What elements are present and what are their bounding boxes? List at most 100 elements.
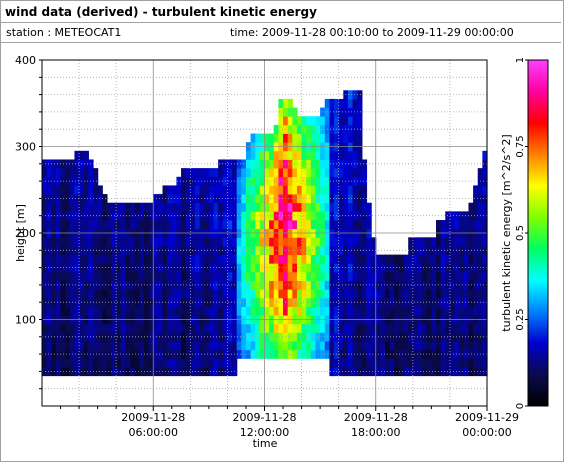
heatmap-cell (218, 185, 224, 195)
heatmap-cell (60, 185, 66, 195)
heatmap-cell (55, 211, 62, 221)
heatmap-cell (162, 237, 168, 247)
heatmap-cell (436, 237, 442, 247)
heatmap-cell (222, 237, 229, 247)
heatmap-cell (389, 358, 395, 368)
heatmap-cell (92, 254, 99, 264)
heatmap-cell (482, 159, 488, 169)
heatmap-cell (320, 202, 326, 212)
y-tick-label: 100 (15, 314, 36, 327)
heatmap-cell (194, 323, 201, 333)
heatmap-cell (148, 263, 154, 273)
heatmap-cell (352, 220, 358, 230)
heatmap-cell (352, 341, 358, 351)
heatmap-cell (204, 237, 210, 247)
heatmap-cell (167, 367, 173, 377)
heatmap-cell (125, 323, 131, 333)
heatmap-cell (278, 159, 284, 169)
heatmap-cell (329, 271, 335, 281)
heatmap-cell (153, 220, 159, 230)
heatmap-cell (51, 254, 57, 264)
heatmap-cell (273, 133, 280, 143)
heatmap-cell (143, 220, 150, 230)
heatmap-cell (338, 306, 344, 316)
heatmap-cell (167, 280, 173, 290)
heatmap-cell (473, 323, 479, 333)
heatmap-cell (287, 297, 293, 307)
heatmap-cell (301, 297, 307, 307)
heatmap-cell (468, 237, 474, 247)
heatmap-cell (357, 168, 363, 178)
heatmap-cell (278, 341, 284, 351)
heatmap-cell (69, 341, 76, 351)
heatmap-cell (440, 254, 446, 264)
heatmap-cell (259, 289, 266, 299)
heatmap-cell (329, 367, 335, 377)
heatmap-cell (459, 289, 465, 299)
heatmap-cell (250, 245, 256, 256)
heatmap-cell (320, 211, 326, 221)
heatmap-cell (116, 271, 122, 281)
heatmap-cell (88, 202, 94, 212)
heatmap-cell (320, 289, 326, 299)
heatmap-cell (153, 341, 159, 351)
heatmap-cell (83, 159, 89, 169)
heatmap-cell (51, 263, 57, 273)
heatmap-cell (422, 289, 428, 299)
heatmap-cell (320, 107, 326, 117)
heatmap-cell (111, 341, 117, 351)
heatmap-cell (385, 323, 391, 333)
heatmap-cell (338, 124, 344, 134)
heatmap-cell (65, 280, 71, 290)
heatmap-cell (315, 220, 321, 230)
heatmap-cell (227, 194, 233, 204)
heatmap-cell (185, 280, 191, 290)
heatmap-cell (306, 202, 312, 212)
heatmap-cell (245, 245, 252, 256)
heatmap-cell (283, 202, 289, 212)
heatmap-cell (194, 254, 201, 264)
heatmap-cell (417, 289, 423, 299)
heatmap-cell (459, 280, 465, 290)
heatmap-cell (459, 245, 465, 256)
heatmap-cell (46, 341, 52, 351)
heatmap-cell (431, 341, 437, 351)
heatmap-cell (162, 323, 168, 333)
heatmap-cell (403, 254, 409, 264)
heatmap-cell (301, 168, 307, 178)
heatmap-cell (204, 323, 210, 333)
heatmap-cell (408, 297, 414, 307)
heatmap-cell (232, 323, 238, 333)
heatmap-cell (92, 367, 99, 377)
y-tick-label: 300 (15, 141, 36, 154)
heatmap-cell (408, 323, 414, 333)
heatmap-cell (83, 220, 89, 230)
heatmap-cell (347, 306, 354, 316)
heatmap-cell (125, 358, 131, 368)
heatmap-cell (208, 254, 215, 264)
heatmap-cell (352, 107, 358, 117)
heatmap-cell (199, 194, 205, 204)
heatmap-cell (449, 245, 456, 256)
heatmap-cell (208, 211, 215, 221)
heatmap-cell (264, 306, 270, 316)
heatmap-cell (324, 306, 330, 316)
heatmap-cell (218, 168, 224, 178)
heatmap-cell (287, 280, 293, 290)
heatmap-cell (245, 220, 252, 230)
heatmap-cell (357, 323, 363, 333)
heatmap-cell (287, 332, 293, 342)
heatmap-cell (79, 341, 85, 351)
heatmap-cell (310, 332, 317, 342)
heatmap-cell (185, 168, 191, 178)
heatmap-cell (255, 211, 261, 221)
heatmap-cell (176, 306, 182, 316)
heatmap-cell (338, 220, 344, 230)
heatmap-cell (130, 220, 136, 230)
heatmap-cell (139, 271, 145, 281)
heatmap-cell (176, 237, 182, 247)
heatmap-cell (194, 194, 201, 204)
heatmap-cell (278, 116, 284, 126)
heatmap-cell (287, 263, 293, 273)
heatmap-cell (227, 245, 233, 256)
